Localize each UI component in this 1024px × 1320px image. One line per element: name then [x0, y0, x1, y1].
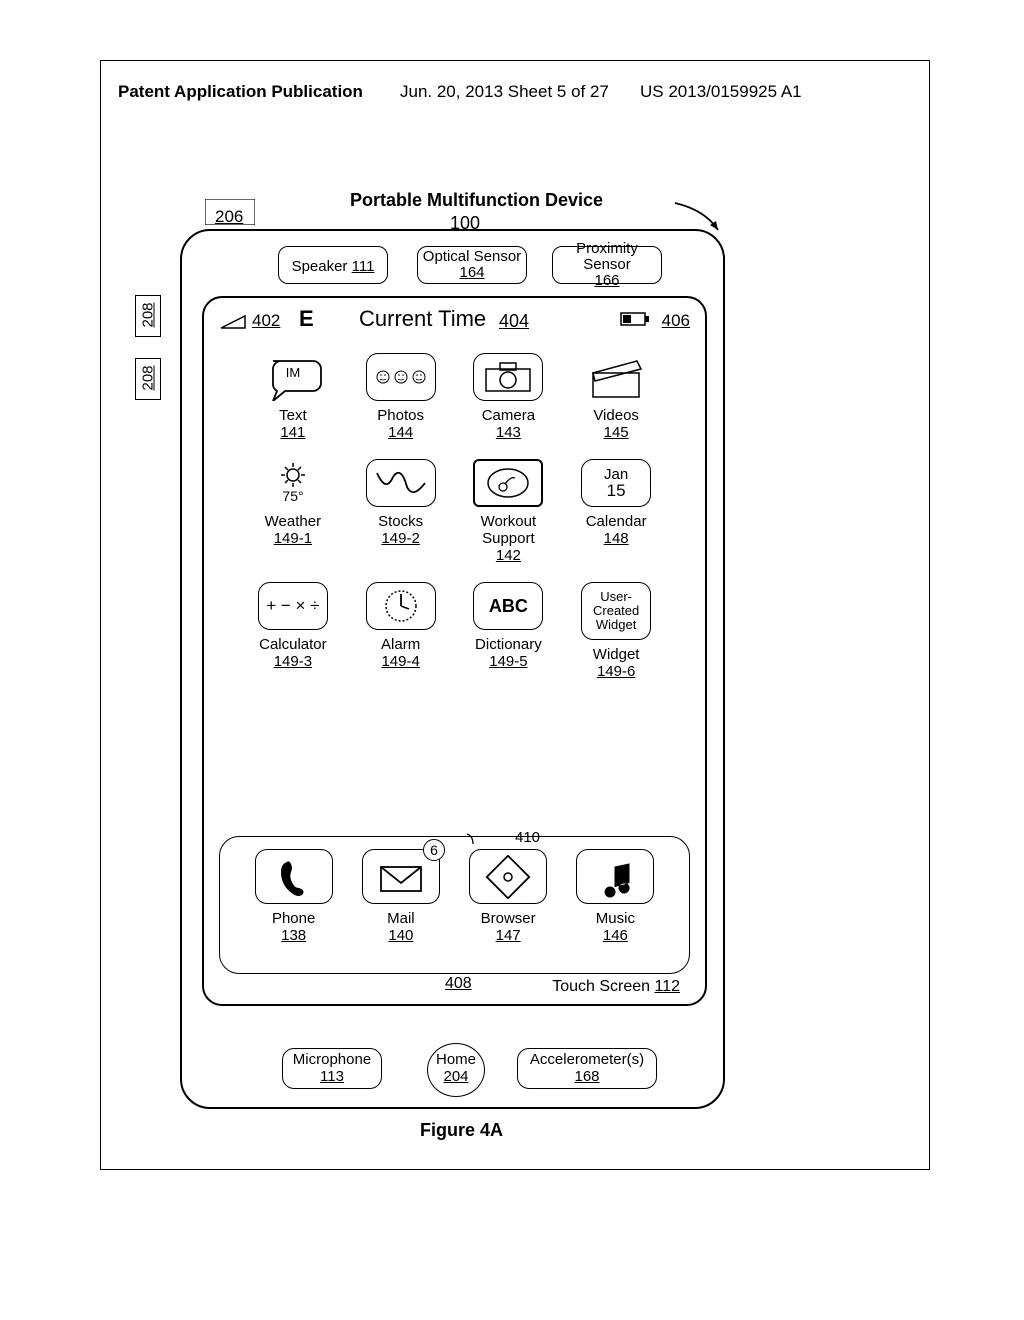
workout-icon [473, 459, 543, 507]
camera-icon [473, 353, 543, 401]
app-user-widget[interactable]: User-Created Widget Widget149-6 [562, 582, 670, 680]
app-calculator[interactable]: + − × ÷ Calculator149-3 [239, 582, 347, 680]
app-photos[interactable]: Photos144 [347, 353, 455, 441]
ref-402: 402 [252, 311, 280, 331]
music-icon [576, 849, 654, 904]
app-stocks[interactable]: Stocks149-2 [347, 459, 455, 564]
smileys-icon [366, 353, 436, 401]
app-workout[interactable]: Workout Support142 [455, 459, 563, 564]
calendar-icon: Jan 15 [581, 459, 651, 507]
app-phone[interactable]: Phone138 [240, 849, 347, 944]
app-videos[interactable]: Videos145 [562, 353, 670, 441]
app-dictionary[interactable]: ABC Dictionary149-5 [455, 582, 563, 680]
ref-406: 406 [662, 311, 690, 331]
status-bar: 402 E Current Time 404 406 [204, 306, 705, 334]
microphone-box: Microphone113 [282, 1048, 382, 1089]
dock-tray: 410 6 Phone138 Mail140 [219, 836, 690, 974]
device-body: Speaker 111 Optical Sensor164 Proximity … [180, 229, 725, 1109]
compass-icon [469, 849, 547, 904]
touchscreen-label: Touch Screen 112 [552, 978, 680, 996]
ref-208-top: 208 [135, 295, 161, 337]
svg-text:IM: IM [286, 365, 300, 380]
network-e: E [299, 306, 314, 332]
im-icon: IM [258, 353, 328, 401]
signal-icon [219, 314, 247, 330]
header-patent-number: US 2013/0159925 A1 [640, 82, 802, 102]
optical-sensor-box: Optical Sensor164 [417, 246, 527, 284]
app-music[interactable]: Music146 [562, 849, 669, 944]
figure-label: Figure 4A [420, 1120, 503, 1141]
proximity-sensor-box: Proximity Sensor166 [552, 246, 662, 284]
ref-208-bottom: 208 [135, 358, 161, 400]
battery-icon [620, 312, 650, 326]
header-publication: Patent Application Publication [118, 82, 363, 102]
home-button[interactable]: Home204 [427, 1043, 485, 1097]
accelerometer-box: Accelerometer(s)168 [517, 1048, 657, 1089]
phone-icon [255, 849, 333, 904]
calculator-icon: + − × ÷ [258, 582, 328, 630]
device-title: Portable Multifunction Device [350, 190, 603, 211]
clock-icon [366, 582, 436, 630]
svg-text:75°: 75° [282, 488, 303, 504]
app-weather[interactable]: 75° Weather149-1 [239, 459, 347, 564]
abc-icon: ABC [473, 582, 543, 630]
ref-206: 206 [215, 207, 243, 227]
sun-icon: 75° [258, 459, 328, 507]
app-alarm[interactable]: Alarm149-4 [347, 582, 455, 680]
app-browser[interactable]: Browser147 [455, 849, 562, 944]
ref-408: 408 [445, 975, 472, 993]
stocks-icon [366, 459, 436, 507]
user-widget-icon: User-Created Widget [581, 582, 651, 640]
ref-404: 404 [499, 311, 529, 332]
touch-screen[interactable]: 402 E Current Time 404 406 IM Text141 [202, 296, 707, 1006]
mail-badge: 6 [423, 839, 445, 861]
header-date-sheet: Jun. 20, 2013 Sheet 5 of 27 [400, 82, 609, 102]
app-mail[interactable]: Mail140 [347, 849, 454, 944]
clapper-icon [581, 353, 651, 401]
app-camera[interactable]: Camera143 [455, 353, 563, 441]
app-grid: IM Text141 Photos144 Camera143 [204, 353, 705, 680]
ref-410: 410 [465, 829, 540, 846]
current-time-label: Current Time [359, 306, 486, 332]
app-text[interactable]: IM Text141 [239, 353, 347, 441]
app-calendar[interactable]: Jan 15 Calendar148 [562, 459, 670, 564]
speaker-box: Speaker 111 [278, 246, 388, 284]
